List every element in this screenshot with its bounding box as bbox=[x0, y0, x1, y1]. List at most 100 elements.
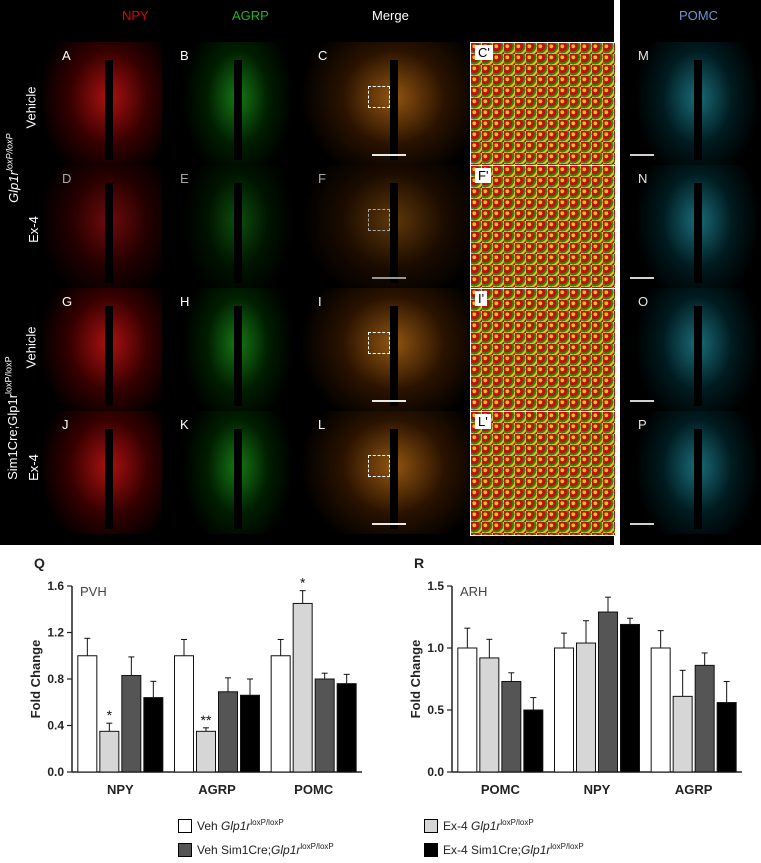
bar bbox=[598, 611, 618, 773]
panel-letter: M bbox=[638, 48, 649, 63]
row-label-ex4-bottom: Ex-4 bbox=[25, 454, 41, 481]
panel-letter: H bbox=[180, 294, 190, 309]
image-panel-I: I bbox=[300, 288, 470, 411]
genotype-label-bottom: Sim1Cre;Glp1rloxP/loxP bbox=[4, 356, 20, 480]
image-panel-F: F bbox=[300, 165, 470, 288]
image-panel-N: N bbox=[620, 165, 761, 288]
bar bbox=[292, 602, 313, 773]
panel-letter: C' bbox=[475, 45, 493, 60]
genotype-label-top: Glp1rloxP/loxP bbox=[5, 134, 21, 203]
panel-letter: I bbox=[318, 294, 322, 309]
legend-label: Veh Glp1rloxP/loxP bbox=[197, 818, 284, 833]
bar bbox=[523, 709, 544, 773]
x-category-label: NPY bbox=[107, 782, 134, 797]
y-tick-label: 1.0 bbox=[427, 641, 444, 655]
panel-letter: C bbox=[318, 48, 328, 63]
third-ventricle bbox=[104, 306, 113, 406]
scale-bar bbox=[630, 523, 654, 525]
third-ventricle bbox=[233, 429, 242, 529]
third-ventricle bbox=[389, 429, 398, 529]
merge-column-header: Merge bbox=[372, 8, 409, 23]
image-panel-E: E bbox=[162, 165, 300, 288]
panel-letter: K bbox=[180, 417, 189, 432]
legend-label: Ex-4 Glp1rloxP/loxP bbox=[443, 818, 534, 833]
agrp-column-header: AGRP bbox=[232, 8, 269, 23]
y-tick-label: 0.8 bbox=[47, 672, 64, 686]
bar bbox=[716, 702, 737, 773]
significance-marker: * bbox=[107, 707, 113, 723]
inset-box bbox=[368, 86, 390, 108]
panel-letter: G bbox=[62, 294, 73, 309]
bar bbox=[240, 694, 260, 773]
panel-letter: F' bbox=[475, 168, 492, 183]
third-ventricle bbox=[104, 183, 113, 283]
panel-letter: F bbox=[318, 171, 326, 186]
bar bbox=[196, 730, 216, 773]
panel-letter: L bbox=[318, 417, 326, 432]
legend-item-veh-cre: Veh Sim1Cre;Glp1rloxP/loxP bbox=[178, 842, 334, 857]
scale-bar bbox=[630, 154, 654, 156]
x-category-label: AGRP bbox=[675, 782, 713, 797]
image-panel-B: B bbox=[162, 42, 300, 165]
bar bbox=[270, 655, 291, 773]
genotype-top-text: Glp1r bbox=[5, 171, 21, 203]
y-tick-label: 0.5 bbox=[427, 703, 444, 717]
bar bbox=[457, 647, 478, 773]
image-panel-H: H bbox=[162, 288, 300, 411]
panel-letter: J bbox=[62, 417, 69, 432]
y-axis-label: Fold Change bbox=[28, 640, 43, 719]
genotype-bottom-sup: loxP/loxP bbox=[3, 356, 14, 394]
legend-swatch bbox=[178, 818, 192, 833]
y-tick-label: 0.0 bbox=[427, 765, 444, 779]
significance-marker: * bbox=[300, 575, 306, 591]
significance-marker: ** bbox=[201, 712, 212, 728]
panel-letter: E bbox=[180, 171, 189, 186]
image-panel-C': C' bbox=[470, 42, 616, 167]
bar bbox=[77, 655, 98, 773]
inset-box bbox=[368, 209, 390, 231]
chart-r-arh: R ARH Fold Change 0.0 0.5 1.0 1.5 POMC NPY AGRP bbox=[408, 555, 742, 797]
bar bbox=[620, 623, 640, 773]
bar bbox=[336, 683, 357, 773]
legend-label: Veh Sim1Cre;Glp1rloxP/loxP bbox=[197, 842, 334, 857]
scale-bar bbox=[630, 277, 654, 279]
third-ventricle bbox=[693, 306, 702, 406]
legend-item-ex4-flox: Ex-4 Glp1rloxP/loxP bbox=[424, 818, 534, 833]
bar bbox=[218, 691, 238, 773]
panel-letter: D bbox=[62, 171, 72, 186]
third-ventricle bbox=[233, 306, 242, 406]
x-category-label: NPY bbox=[584, 782, 611, 797]
bar bbox=[672, 695, 693, 773]
third-ventricle bbox=[693, 429, 702, 529]
third-ventricle bbox=[693, 183, 702, 283]
y-tick-label: 0.0 bbox=[47, 765, 64, 779]
y-axis-label: Fold Change bbox=[408, 640, 423, 719]
bar bbox=[99, 730, 120, 773]
legend-item-veh-flox: Veh Glp1rloxP/loxP bbox=[178, 818, 284, 833]
third-ventricle bbox=[104, 429, 113, 529]
bar bbox=[143, 697, 164, 773]
panel-letter: B bbox=[180, 48, 189, 63]
x-category-label: POMC bbox=[294, 782, 334, 797]
chart-q-pvh: Q PVH Fold Change 0.0 0.4 0.8 1.2 1.6 * NPY ** AGRP… bbox=[28, 555, 362, 797]
image-panel-O: O bbox=[620, 288, 761, 411]
image-panel-I': I' bbox=[470, 288, 616, 413]
row-label-ex4-top: Ex-4 bbox=[25, 216, 41, 243]
pomc-column-header: POMC bbox=[679, 8, 718, 23]
image-panel-C: C bbox=[300, 42, 470, 165]
row-label-vehicle-top: Vehicle bbox=[23, 86, 39, 129]
image-panel-K: K bbox=[162, 411, 300, 534]
third-ventricle bbox=[233, 60, 242, 160]
third-ventricle bbox=[389, 306, 398, 406]
legend-swatch bbox=[424, 818, 438, 833]
third-ventricle bbox=[233, 183, 242, 283]
chart-panel-letter: Q bbox=[34, 555, 45, 571]
scale-bar bbox=[372, 400, 406, 402]
chart-panel-letter: R bbox=[414, 555, 424, 571]
bar bbox=[501, 680, 522, 773]
bar bbox=[174, 655, 194, 773]
third-ventricle bbox=[389, 183, 398, 283]
inset-box bbox=[368, 332, 390, 354]
legend-swatch bbox=[424, 842, 438, 857]
